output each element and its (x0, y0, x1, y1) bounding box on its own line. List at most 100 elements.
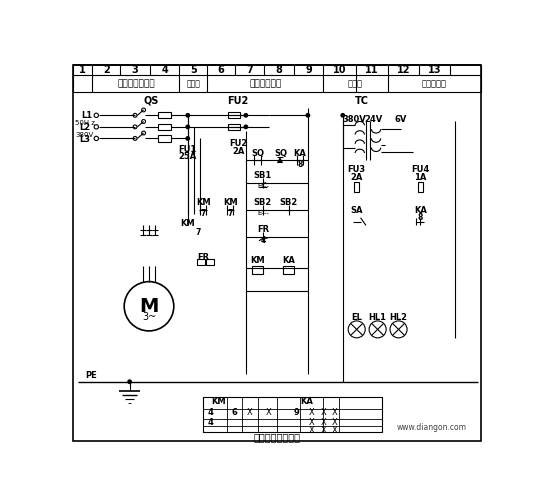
Polygon shape (277, 157, 283, 163)
Text: 5: 5 (190, 65, 196, 75)
Text: 4: 4 (161, 65, 168, 75)
Text: X: X (309, 426, 315, 435)
Text: www.diangon.com: www.diangon.com (397, 424, 467, 433)
Text: 10: 10 (333, 65, 346, 75)
Text: FU2: FU2 (228, 96, 249, 106)
Text: 砂磨机电气原理图: 砂磨机电气原理图 (253, 432, 300, 442)
Text: 8: 8 (276, 65, 282, 75)
Text: 380V: 380V (76, 132, 94, 138)
Text: 13: 13 (428, 65, 441, 75)
Text: SB2: SB2 (279, 198, 298, 207)
Text: E---: E--- (257, 210, 269, 216)
Bar (206, 259, 214, 265)
Text: 7: 7 (195, 228, 201, 237)
Text: 1A: 1A (414, 173, 426, 182)
Text: X: X (266, 408, 272, 417)
Circle shape (186, 125, 189, 129)
Text: X: X (309, 418, 315, 427)
Text: SB1: SB1 (254, 171, 272, 180)
Text: X: X (320, 408, 326, 417)
Circle shape (244, 125, 248, 129)
Text: HL2: HL2 (390, 313, 407, 322)
Bar (354, 182, 359, 192)
Bar (283, 266, 294, 274)
Text: 6: 6 (217, 65, 225, 75)
Text: 380V: 380V (342, 115, 366, 124)
Text: 1: 1 (80, 65, 86, 75)
Text: 2A: 2A (351, 173, 363, 182)
Bar (418, 182, 423, 192)
Text: 6: 6 (232, 408, 237, 417)
Text: SQ: SQ (251, 149, 264, 158)
Text: FU4: FU4 (411, 166, 430, 175)
Text: 6V: 6V (395, 115, 407, 124)
Text: 50H z: 50H z (75, 120, 95, 126)
Text: L3: L3 (79, 135, 90, 144)
Text: KM: KM (181, 219, 195, 228)
Text: 3~: 3~ (142, 312, 156, 322)
Text: FU3: FU3 (348, 166, 366, 175)
Text: L1: L1 (82, 111, 93, 120)
Text: X: X (309, 408, 315, 417)
Text: 25A: 25A (179, 152, 197, 161)
Text: 7: 7 (201, 210, 206, 219)
Bar (159, 124, 171, 130)
Text: X: X (247, 408, 253, 417)
Bar (203, 397, 381, 432)
Text: QS: QS (144, 96, 159, 106)
Text: 2A: 2A (232, 147, 245, 156)
Circle shape (186, 114, 189, 117)
Circle shape (341, 114, 345, 117)
Text: KA: KA (414, 206, 427, 215)
Text: X: X (320, 426, 326, 435)
Text: 主电机: 主电机 (186, 79, 200, 88)
Text: FR: FR (197, 252, 209, 261)
Text: TC: TC (355, 96, 369, 106)
Circle shape (128, 380, 131, 383)
Circle shape (244, 114, 248, 117)
Text: E---: E--- (257, 183, 269, 189)
Text: KA: KA (282, 255, 295, 264)
Text: 启停控制电路: 启停控制电路 (249, 79, 281, 88)
Text: X: X (332, 426, 338, 435)
Text: 24V: 24V (365, 115, 383, 124)
Text: SB2: SB2 (254, 198, 272, 207)
Bar (197, 259, 205, 265)
Text: 4: 4 (208, 408, 214, 417)
Text: KM: KM (212, 397, 226, 406)
Circle shape (186, 137, 189, 140)
Text: KA: KA (294, 149, 307, 158)
Text: FR: FR (257, 225, 269, 234)
Text: M: M (140, 297, 159, 316)
Circle shape (306, 114, 309, 117)
Text: PE: PE (85, 371, 97, 380)
Text: 8: 8 (298, 160, 303, 169)
Text: EL: EL (351, 313, 362, 322)
Text: X: X (332, 408, 338, 417)
Bar (252, 266, 263, 274)
Text: FU2: FU2 (229, 139, 247, 148)
Bar (228, 124, 240, 130)
Text: 8: 8 (418, 213, 423, 222)
Text: 4: 4 (208, 418, 214, 427)
Text: 11: 11 (365, 65, 379, 75)
Text: KA: KA (300, 397, 313, 406)
Bar (228, 112, 240, 118)
Text: X: X (320, 418, 326, 427)
Text: X: X (332, 418, 338, 427)
Text: 2: 2 (103, 65, 110, 75)
Text: 12: 12 (397, 65, 410, 75)
Text: 9: 9 (305, 65, 312, 75)
Text: 7: 7 (246, 65, 253, 75)
Text: FU1: FU1 (179, 145, 197, 154)
Text: 电源开关及保护: 电源开关及保护 (117, 79, 155, 88)
Text: HL1: HL1 (368, 313, 387, 322)
Bar (159, 135, 171, 142)
Text: SQ: SQ (274, 149, 287, 158)
Text: KM: KM (196, 198, 210, 207)
Text: KM: KM (223, 198, 237, 207)
Text: 4: 4 (260, 237, 266, 246)
Text: KM: KM (250, 255, 265, 264)
Text: 9: 9 (293, 408, 299, 417)
Text: 变压器: 变压器 (348, 79, 363, 88)
